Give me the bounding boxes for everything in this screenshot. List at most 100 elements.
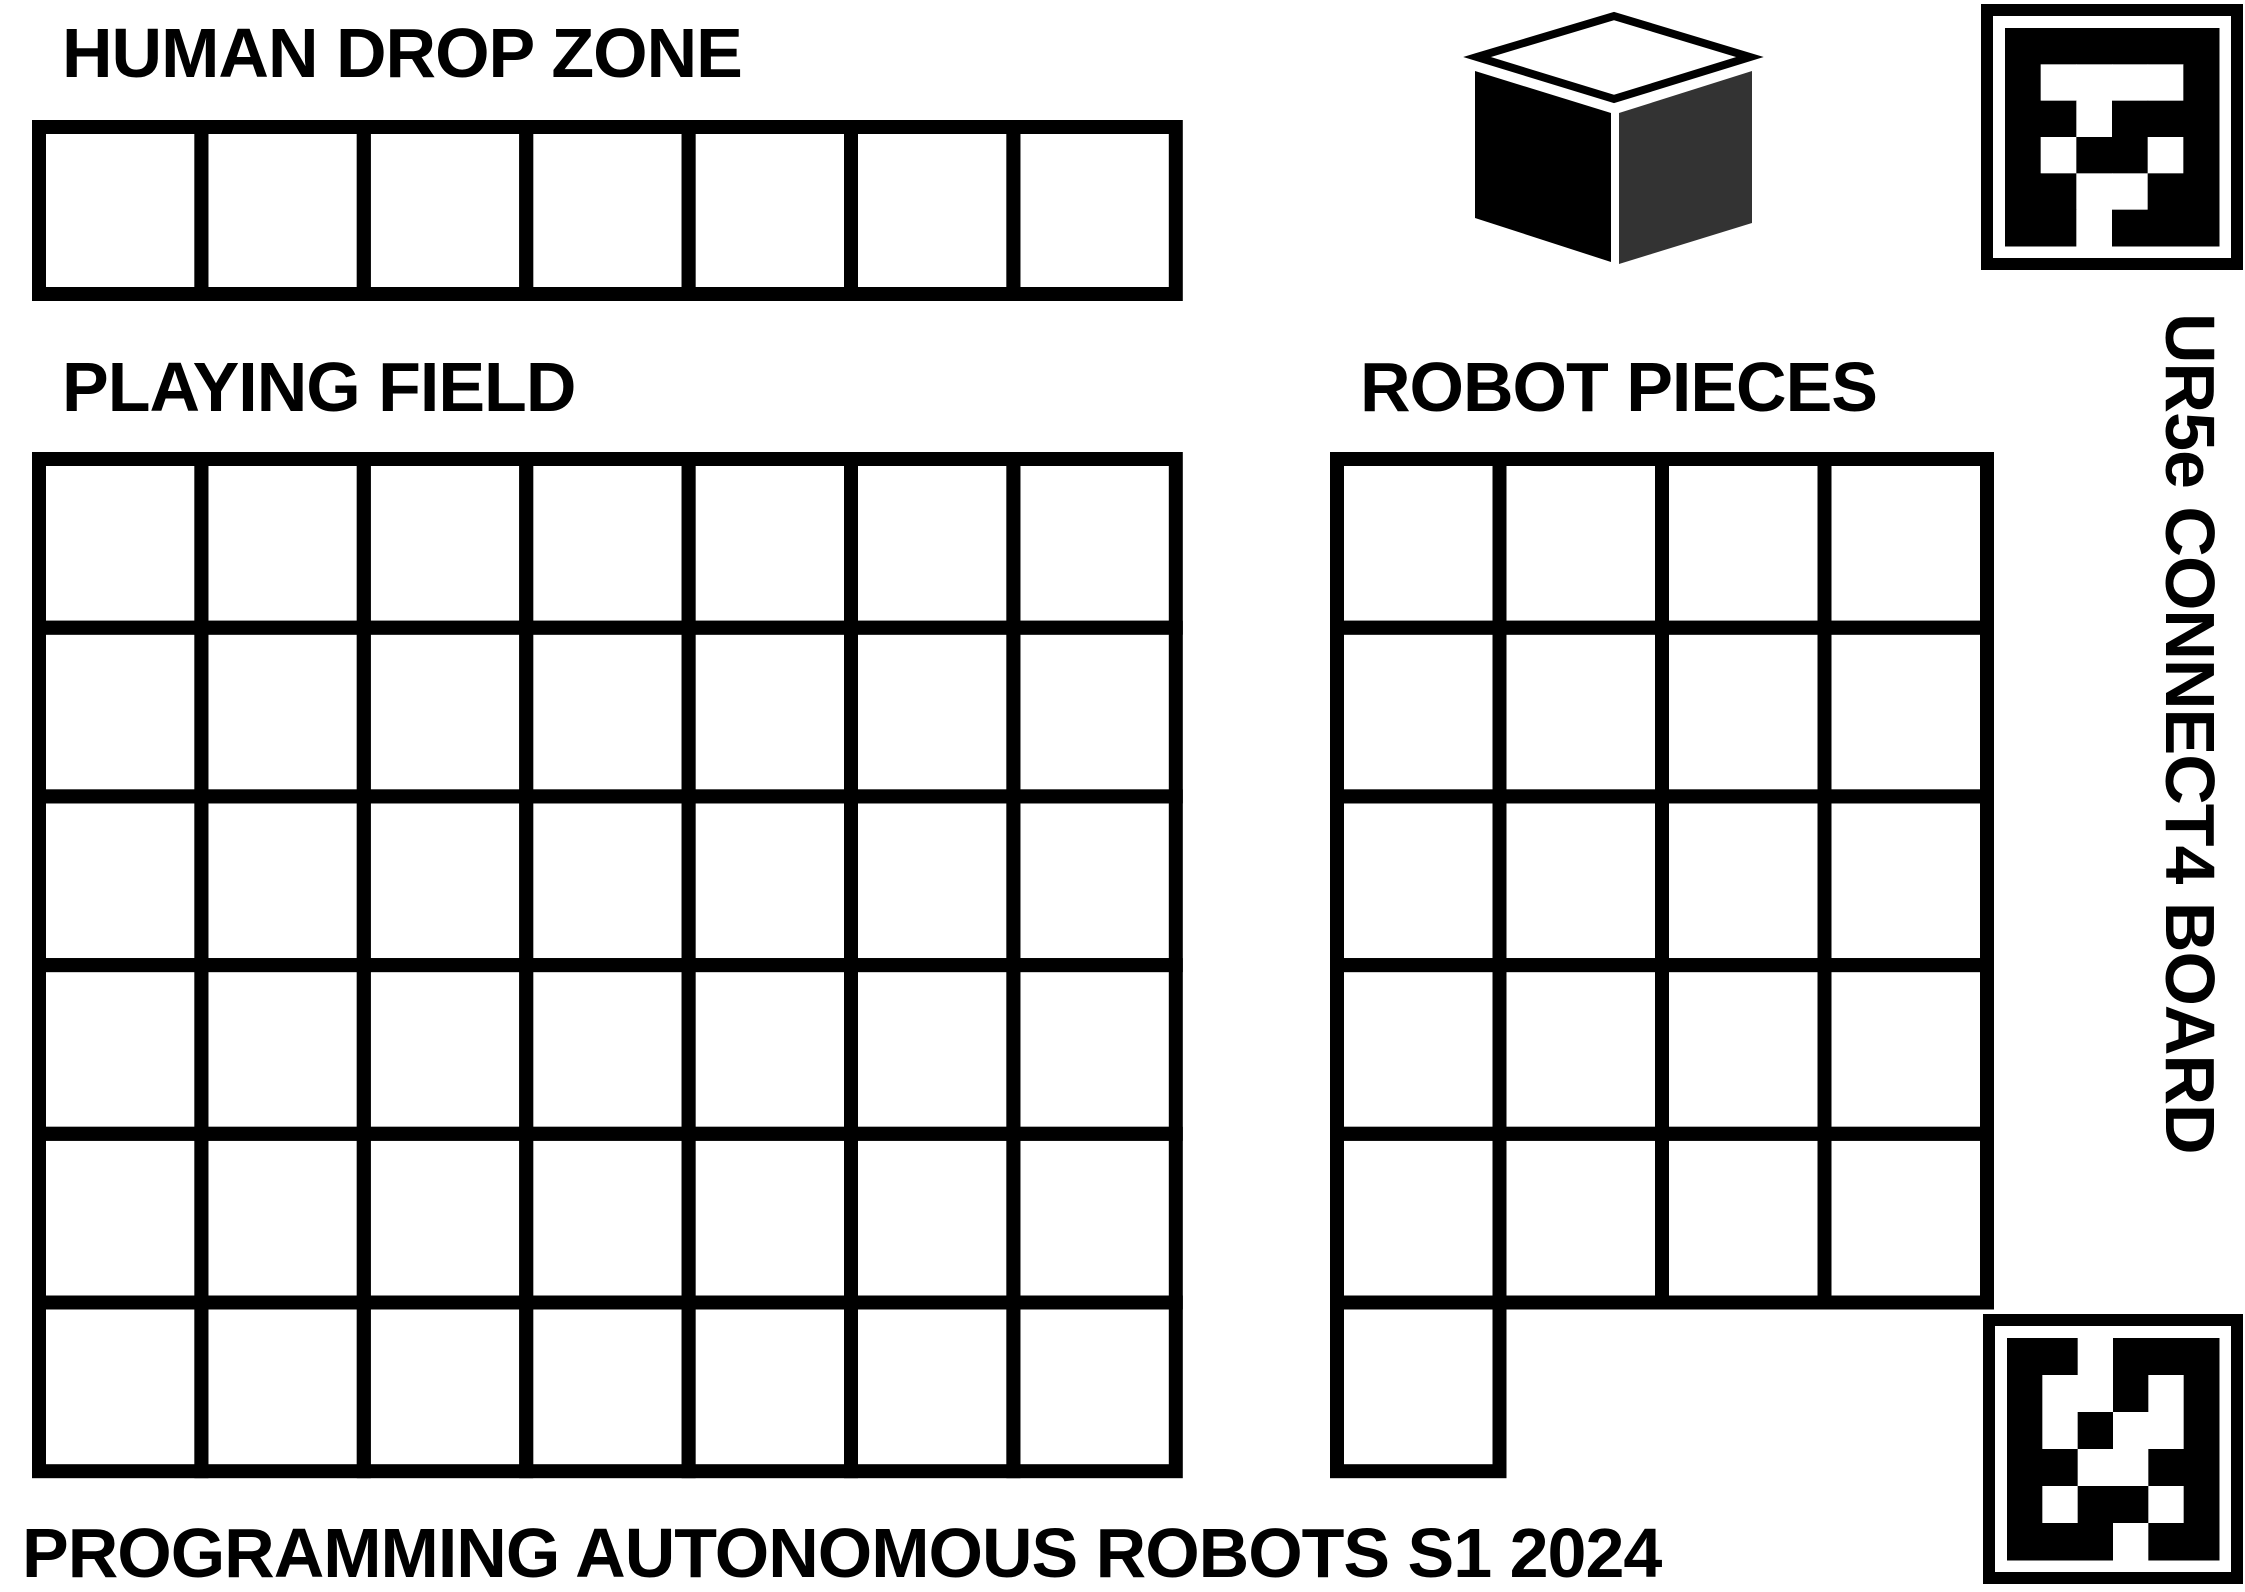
aruco-bit <box>2147 173 2184 211</box>
drop-zone-cell <box>519 120 696 301</box>
playing-field-cell <box>681 620 858 804</box>
aruco-bit <box>2005 209 2042 247</box>
playing-field-cell <box>681 958 858 1141</box>
aruco-bit <box>2147 64 2184 102</box>
aruco-bit <box>2007 1523 2043 1561</box>
aruco-bit <box>2147 209 2184 247</box>
playing-field-cell <box>32 620 209 804</box>
cube-icon <box>1463 11 1764 264</box>
aruco-bit <box>2040 64 2077 102</box>
drop-zone-cell <box>844 120 1021 301</box>
aruco-bit <box>2007 1449 2043 1487</box>
aruco-bit <box>2007 1338 2043 1376</box>
robot-pieces-cell <box>1655 620 1832 804</box>
robot-pieces-cell <box>1492 958 1669 1141</box>
robot-pieces-cell <box>1655 452 1832 635</box>
playing-field-cell <box>681 1295 858 1479</box>
playing-field-cell <box>32 958 209 1141</box>
robot-pieces-cell <box>1817 958 1994 1141</box>
aruco-bit <box>2076 100 2113 138</box>
robot-pieces-grid <box>1330 452 1994 1479</box>
playing-field-cell <box>356 620 534 804</box>
aruco-bit <box>2183 209 2220 247</box>
robot-pieces-cell <box>1817 789 1994 973</box>
aruco-bit <box>2007 1486 2043 1524</box>
aruco-bit <box>2076 137 2113 174</box>
aruco-bit <box>2042 1412 2079 1450</box>
robot-pieces-cell <box>1330 620 1507 804</box>
playing-field-cell <box>519 1295 696 1479</box>
drop-zone-cell <box>1006 120 1183 301</box>
aruco-bit <box>2077 1523 2114 1561</box>
aruco-bit <box>2005 28 2042 65</box>
robot-pieces-cell <box>1492 789 1669 973</box>
robot-pieces-cell <box>1817 620 1994 804</box>
aruco-bit <box>2113 1523 2149 1561</box>
robot-pieces-cell <box>1492 452 1669 635</box>
playing-field-cell <box>1006 620 1183 804</box>
aruco-bit <box>2112 173 2149 211</box>
drop-zone-cell <box>681 120 858 301</box>
aruco-bit <box>2040 209 2077 247</box>
aruco-bit <box>2183 64 2220 102</box>
playing-field-cell <box>194 620 371 804</box>
playing-field-cell <box>519 958 696 1141</box>
aruco-bit <box>2042 1486 2079 1524</box>
robot-pieces-cell <box>1330 1295 1507 1479</box>
playing-field-cell <box>194 789 371 973</box>
aruco-bit <box>2077 1412 2114 1450</box>
aruco-bit <box>2148 1375 2185 1413</box>
robot-pieces-title: ROBOT PIECES <box>1360 348 1878 426</box>
aruco-bit <box>2147 137 2184 174</box>
playing-field-cell <box>681 1126 858 1310</box>
aruco-bit <box>2113 1449 2149 1487</box>
playing-field-cell <box>681 789 858 973</box>
aruco-bit <box>2007 1412 2043 1450</box>
aruco-bit <box>2113 1412 2149 1450</box>
robot-pieces-cell <box>1817 1126 1994 1310</box>
robot-pieces-cell <box>1330 1126 1507 1310</box>
playing-field-cell <box>32 452 209 635</box>
aruco-bit <box>2112 64 2149 102</box>
playing-field-cell <box>519 452 696 635</box>
playing-field-cell <box>194 1295 371 1479</box>
playing-field-cell <box>844 1295 1021 1479</box>
aruco-bit <box>2148 1449 2185 1487</box>
aruco-bit <box>2148 1486 2185 1524</box>
playing-field-cell <box>32 1295 209 1479</box>
playing-field-cell <box>194 958 371 1141</box>
robot-pieces-cell <box>1330 789 1507 973</box>
playing-field-cell <box>1006 958 1183 1141</box>
robot-pieces-cell <box>1655 958 1832 1141</box>
aruco-bit <box>2183 137 2220 174</box>
drop-zone-cell <box>194 120 371 301</box>
robot-pieces-cell <box>1817 452 1994 635</box>
human-drop-zone-grid <box>32 120 1183 301</box>
playing-field-title: PLAYING FIELD <box>62 348 576 426</box>
robot-pieces-cell <box>1330 958 1507 1141</box>
playing-field-cell <box>1006 1295 1183 1479</box>
playing-field-cell <box>356 958 534 1141</box>
aruco-bit <box>2077 1375 2114 1413</box>
aruco-bit <box>2183 1375 2220 1413</box>
playing-field-cell <box>844 452 1021 635</box>
robot-pieces-cell <box>1655 789 1832 973</box>
playing-field-grid <box>32 452 1183 1479</box>
aruco-bit <box>2076 28 2113 65</box>
aruco-bit <box>2183 1523 2220 1561</box>
aruco-bit <box>2005 64 2042 102</box>
aruco-bit <box>2042 1338 2079 1376</box>
aruco-bit <box>2007 1375 2043 1413</box>
aruco-marker-top-pattern <box>1981 4 2243 270</box>
aruco-bit <box>2040 137 2077 174</box>
aruco-bit <box>2040 28 2077 65</box>
aruco-bit <box>2183 1412 2220 1450</box>
playing-field-cell <box>356 789 534 973</box>
drop-zone-cell <box>32 120 209 301</box>
playing-field-cell <box>32 789 209 973</box>
aruco-bit <box>2005 173 2042 211</box>
playing-field-cell <box>844 789 1021 973</box>
aruco-bit <box>2148 1523 2185 1561</box>
playing-field-cell <box>844 958 1021 1141</box>
aruco-bit <box>2077 1486 2114 1524</box>
